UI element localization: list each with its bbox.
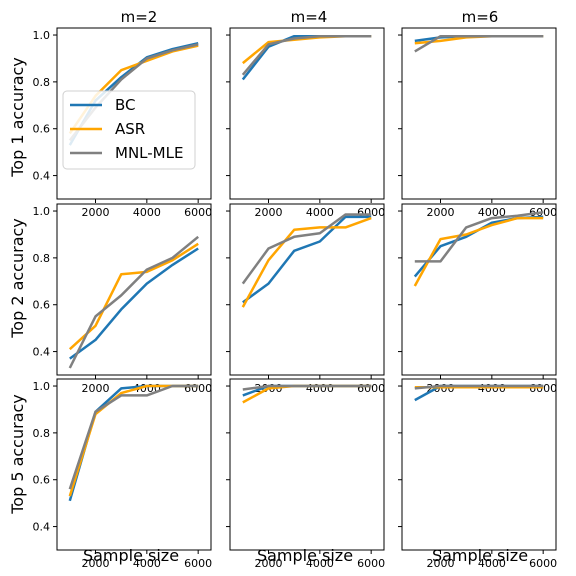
series-line-mnl-mle — [68, 384, 199, 490]
series-line-bc — [69, 247, 199, 360]
col-title-m6: m=6 — [462, 8, 499, 26]
series-line-mnl-mle — [242, 384, 372, 391]
y-tick-label: 0.8 — [33, 427, 51, 440]
x-tick-label: 4000 — [133, 206, 161, 219]
series-line-bc — [241, 34, 372, 81]
x-tick-label: 2000 — [427, 382, 455, 395]
x-tick-label: 6000 — [184, 557, 212, 570]
series-line-mnl-mle — [241, 213, 372, 285]
legend-label-mnl-mle: MNL-MLE — [115, 144, 183, 162]
x-tick-label: 4000 — [306, 557, 334, 570]
legend: BC ASR MNL-MLE — [62, 90, 196, 170]
y-tick-label: 0.4 — [33, 346, 51, 359]
panel-r2-c1: 0.4 0.6 0.8 1.0 2000 4000 6000 — [33, 203, 212, 395]
y-tick-label: 0.6 — [33, 123, 51, 136]
axes-frame — [401, 27, 557, 200]
panel-r3-c2: 2000 4000 6000 — [226, 378, 385, 570]
axes-frame — [229, 27, 385, 200]
y-tick-label: 0.6 — [33, 474, 51, 487]
ylabel-top2: Top 2 accuracy — [8, 218, 27, 339]
x-tick-label: 6000 — [184, 382, 212, 395]
panel-r3-c3: 2000 4000 6000 — [398, 378, 557, 570]
x-tick-label: 2000 — [255, 557, 283, 570]
axes-frame — [56, 27, 212, 200]
x-tick-label: 2000 — [427, 557, 455, 570]
x-tick-label: 2000 — [82, 382, 110, 395]
col-title-m4: m=4 — [291, 8, 328, 26]
xlabel-col1: Sample size — [83, 546, 179, 565]
x-tick-label: 6000 — [184, 206, 212, 219]
y-tick-label: 1.0 — [33, 205, 51, 218]
xlabel-col3: Sample size — [432, 546, 528, 565]
ylabel-top1: Top 1 accuracy — [8, 57, 27, 178]
x-tick-label: 2000 — [82, 557, 110, 570]
x-tick-label: 4000 — [306, 206, 334, 219]
series-line-asr — [413, 216, 544, 287]
y-tick-label: 0.8 — [33, 76, 51, 89]
axes-frame — [401, 378, 557, 551]
series-line-mnl-mle — [414, 384, 544, 390]
axes-frame — [56, 203, 212, 376]
x-tick-label: 4000 — [478, 557, 506, 570]
panel-r2-c3: 2000 4000 6000 — [398, 203, 557, 395]
y-tick-label: 1.0 — [33, 29, 51, 42]
series-line-bc — [413, 215, 544, 278]
y-tick-label: 0.4 — [33, 170, 51, 183]
x-tick-label: 2000 — [82, 206, 110, 219]
x-tick-label: 4000 — [478, 382, 506, 395]
x-tick-label: 4000 — [478, 206, 506, 219]
x-tick-label: 2000 — [427, 206, 455, 219]
col-title-m2: m=2 — [121, 8, 158, 26]
series-line-mnl-mle — [241, 34, 372, 76]
series-line-bc — [242, 215, 372, 304]
legend-label-bc: BC — [115, 96, 136, 114]
x-tick-label: 4000 — [306, 382, 334, 395]
series-line-mnl-mle — [414, 210, 544, 263]
series-line-asr — [68, 242, 199, 351]
series-line-asr — [241, 216, 372, 308]
series-line-mnl-mle — [68, 235, 199, 369]
x-tick-label: 6000 — [529, 557, 557, 570]
axes-frame — [401, 203, 557, 376]
panel-r1-c3: 2000 4000 6000 — [398, 27, 557, 219]
axes-frame — [229, 378, 385, 551]
y-tick-label: 0.4 — [33, 521, 51, 534]
y-tick-label: 1.0 — [33, 380, 51, 393]
panel-r1-c2: 2000 4000 6000 — [226, 27, 385, 219]
series-line-bc — [68, 384, 199, 502]
panel-r2-c2: 2000 4000 6000 — [226, 203, 385, 395]
ylabel-top5: Top 5 accuracy — [8, 394, 27, 515]
series-line-asr — [68, 384, 199, 497]
x-tick-label: 6000 — [357, 557, 385, 570]
y-tick-label: 0.6 — [33, 299, 51, 312]
x-tick-label: 6000 — [529, 382, 557, 395]
legend-box — [62, 90, 196, 170]
x-tick-label: 2000 — [255, 206, 283, 219]
xlabel-col2: Sample size — [257, 546, 353, 565]
series-line-asr — [242, 34, 372, 65]
x-tick-label: 6000 — [357, 382, 385, 395]
x-tick-label: 4000 — [133, 557, 161, 570]
series-line-mnl-mle — [414, 34, 544, 53]
axes-frame — [56, 378, 212, 551]
y-tick-label: 0.8 — [33, 252, 51, 265]
legend-label-asr: ASR — [115, 120, 145, 138]
panel-r3-c1: 0.4 0.6 0.8 1.0 2000 4000 6000 — [33, 378, 212, 570]
axes-frame — [229, 203, 385, 376]
